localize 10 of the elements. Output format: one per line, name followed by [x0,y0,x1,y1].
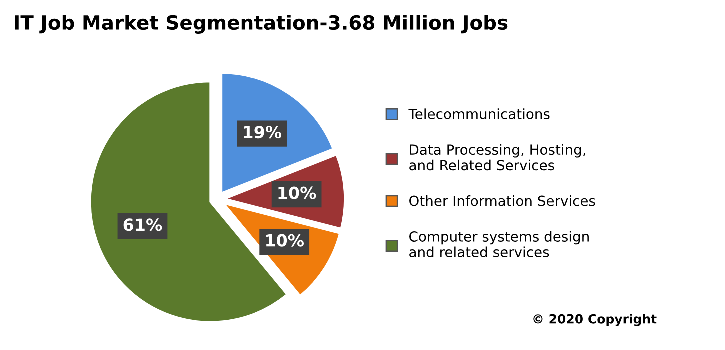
legend-label: Data Processing, Hosting, and Related Services [410,144,586,171]
text: © 2020 Copyright [534,314,657,326]
data-label: 19% [244,126,282,139]
data-label: 61% [124,218,162,232]
data-label: 10% [266,234,304,247]
legend-label: Computer systems design and related services [410,231,589,258]
legend-label: Other Information Services [410,196,596,206]
data-label: 10% [278,186,316,200]
chart-title: IT Job Market Segmentation-3.68 Million Jobs [15,15,508,34]
legend-label: Telecommunications [408,108,550,120]
